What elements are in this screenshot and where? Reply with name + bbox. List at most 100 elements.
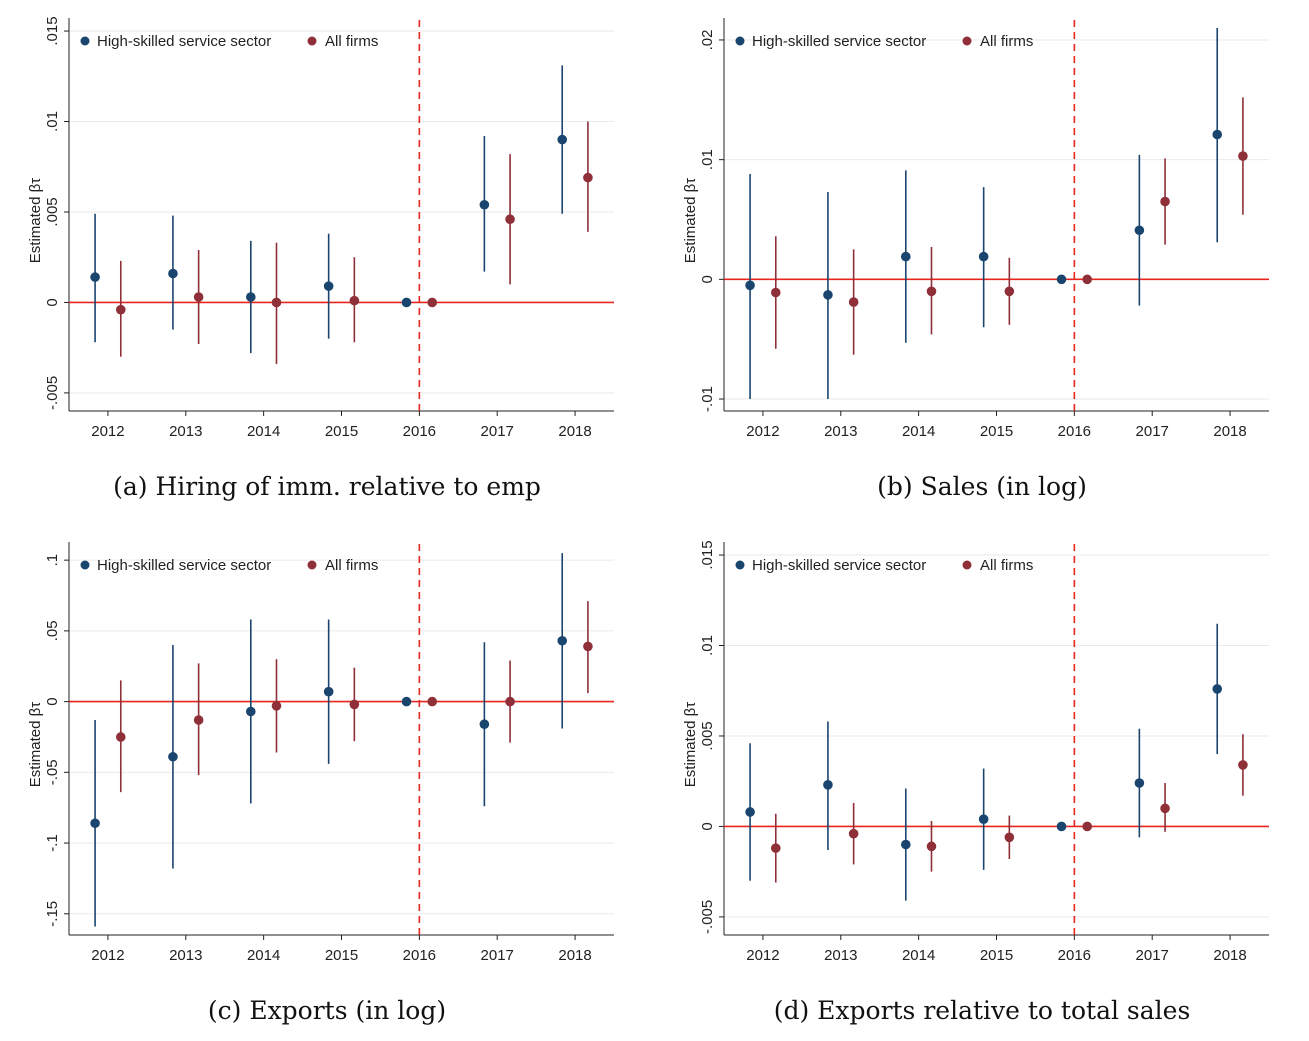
x-tick-label: 2018 bbox=[558, 947, 591, 964]
chart-b: -.01 0 .01 .02 2012 2013 2014 2015 2016 2017 2018 E… bbox=[682, 18, 1269, 440]
y-tick-label: -.01 bbox=[699, 386, 716, 412]
point-all-firms bbox=[1004, 832, 1015, 843]
point-all-firms bbox=[583, 641, 593, 652]
point-all-firms bbox=[505, 214, 515, 225]
legend-label-all-firms: All firms bbox=[325, 33, 378, 50]
point-high-skilled bbox=[323, 281, 334, 291]
point-all-firms bbox=[1004, 286, 1015, 297]
point-all-firms bbox=[770, 287, 781, 298]
y-tick-label: .05 bbox=[44, 620, 61, 641]
x-tick-label: 2018 bbox=[1213, 947, 1246, 964]
x-tick-label: 2012 bbox=[91, 947, 124, 964]
legend-label-all-firms: All firms bbox=[980, 557, 1033, 574]
point-high-skilled bbox=[900, 251, 911, 262]
y-tick-label: .005 bbox=[44, 197, 61, 226]
point-all-firms bbox=[427, 297, 438, 308]
point-high-skilled bbox=[1212, 684, 1223, 694]
y-tick-label: -.05 bbox=[44, 759, 61, 785]
point-high-skilled bbox=[823, 290, 833, 300]
point-all-firms bbox=[193, 292, 204, 302]
x-tick-label: 2012 bbox=[746, 947, 779, 964]
point-high-skilled bbox=[1056, 821, 1067, 832]
panel-d: -.005 0 .005 .01 .015 2012 2013 2014 2015 2016 201… bbox=[655, 524, 1309, 1041]
point-all-firms bbox=[193, 715, 204, 725]
x-tick-label: 2016 bbox=[403, 423, 436, 440]
legend-label-all-firms: All firms bbox=[980, 33, 1033, 50]
x-tick-label: 2012 bbox=[746, 423, 779, 440]
legend: High-skilled service sector All firms bbox=[735, 557, 1033, 574]
x-tick-label: 2016 bbox=[1058, 947, 1091, 964]
x-tick-label: 2015 bbox=[980, 423, 1013, 440]
legend-marker-high-skilled bbox=[80, 36, 90, 46]
point-all-firms bbox=[1082, 821, 1093, 832]
point-high-skilled bbox=[168, 751, 178, 762]
point-high-skilled bbox=[1056, 274, 1067, 285]
point-all-firms bbox=[115, 732, 126, 742]
point-high-skilled bbox=[245, 292, 256, 302]
x-tick-label: 2017 bbox=[1136, 423, 1169, 440]
point-high-skilled bbox=[1134, 778, 1145, 788]
x-tick-label: 2015 bbox=[325, 947, 358, 964]
point-all-firms bbox=[427, 696, 438, 707]
legend-marker-all-firms bbox=[962, 36, 972, 46]
point-high-skilled bbox=[401, 297, 412, 308]
chart-a: -.005 0 .005 .01 .015 2012 2013 2014 2015 2016 201… bbox=[27, 16, 614, 440]
caption-a: (a) Hiring of imm. relative to emp bbox=[113, 472, 541, 501]
legend-label-high-skilled: High-skilled service sector bbox=[97, 33, 271, 50]
point-high-skilled bbox=[745, 807, 755, 817]
legend-label-high-skilled: High-skilled service sector bbox=[752, 557, 926, 574]
point-high-skilled bbox=[900, 839, 911, 850]
y-tick-label: .01 bbox=[699, 635, 716, 656]
y-tick-label: .005 bbox=[699, 721, 716, 750]
point-all-firms bbox=[349, 295, 360, 306]
x-tick-label: 2014 bbox=[247, 947, 280, 964]
y-tick-label: 0 bbox=[44, 697, 61, 705]
point-high-skilled bbox=[745, 280, 755, 291]
x-tick-label: 2015 bbox=[325, 423, 358, 440]
chart-c: -.15 -.1 -.05 0 .05 .1 2012 2013 2014 2015 2016 201… bbox=[27, 542, 614, 964]
x-tick-label: 2016 bbox=[403, 947, 436, 964]
x-tick-label: 2014 bbox=[902, 423, 935, 440]
point-all-firms bbox=[770, 843, 781, 853]
point-all-firms bbox=[271, 701, 282, 711]
y-tick-label: -.005 bbox=[699, 900, 716, 934]
point-all-firms bbox=[349, 699, 360, 710]
y-tick-label: .01 bbox=[44, 111, 61, 132]
legend: High-skilled service sector All firms bbox=[80, 557, 378, 574]
y-tick-label: -.1 bbox=[44, 834, 61, 852]
chart-d: -.005 0 .005 .01 .015 2012 2013 2014 2015 2016 201… bbox=[682, 540, 1269, 964]
point-high-skilled bbox=[245, 706, 256, 717]
point-high-skilled bbox=[323, 686, 334, 697]
legend: High-skilled service sector All firms bbox=[735, 33, 1033, 50]
caption-c: (c) Exports (in log) bbox=[207, 996, 447, 1025]
caption-d: (d) Exports relative to total sales bbox=[773, 996, 1191, 1025]
point-high-skilled bbox=[978, 251, 989, 262]
panel-c: -.15 -.1 -.05 0 .05 .1 2012 2013 2014 2015 2016 201… bbox=[0, 524, 654, 1041]
x-tick-label: 2013 bbox=[169, 423, 202, 440]
y-axis-label: Estimated βτ bbox=[27, 178, 44, 263]
point-all-firms bbox=[115, 304, 126, 315]
point-all-firms bbox=[1238, 151, 1248, 161]
point-all-firms bbox=[1160, 803, 1170, 814]
x-tick-label: 2017 bbox=[481, 423, 514, 440]
y-axis-label: Estimated βτ bbox=[27, 702, 44, 787]
y-axis-label: Estimated βτ bbox=[682, 178, 699, 263]
caption-b: (b) Sales (in log) bbox=[877, 472, 1087, 501]
panel-a: -.005 0 .005 .01 .015 2012 2013 2014 2015 2016 201… bbox=[0, 0, 654, 517]
point-all-firms bbox=[926, 841, 937, 852]
legend-marker-all-firms bbox=[307, 36, 317, 46]
point-all-firms bbox=[848, 297, 859, 307]
legend-label-high-skilled: High-skilled service sector bbox=[752, 33, 926, 50]
x-tick-label: 2013 bbox=[824, 947, 857, 964]
x-tick-label: 2012 bbox=[91, 423, 124, 440]
legend-marker-all-firms bbox=[307, 560, 317, 570]
x-tick-label: 2013 bbox=[824, 423, 857, 440]
legend-marker-high-skilled bbox=[735, 36, 745, 46]
point-high-skilled bbox=[401, 696, 412, 707]
point-high-skilled bbox=[823, 780, 833, 790]
point-high-skilled bbox=[168, 268, 178, 279]
point-all-firms bbox=[1082, 274, 1093, 285]
point-all-firms bbox=[926, 286, 937, 297]
x-tick-label: 2014 bbox=[902, 947, 935, 964]
point-all-firms bbox=[505, 696, 515, 707]
